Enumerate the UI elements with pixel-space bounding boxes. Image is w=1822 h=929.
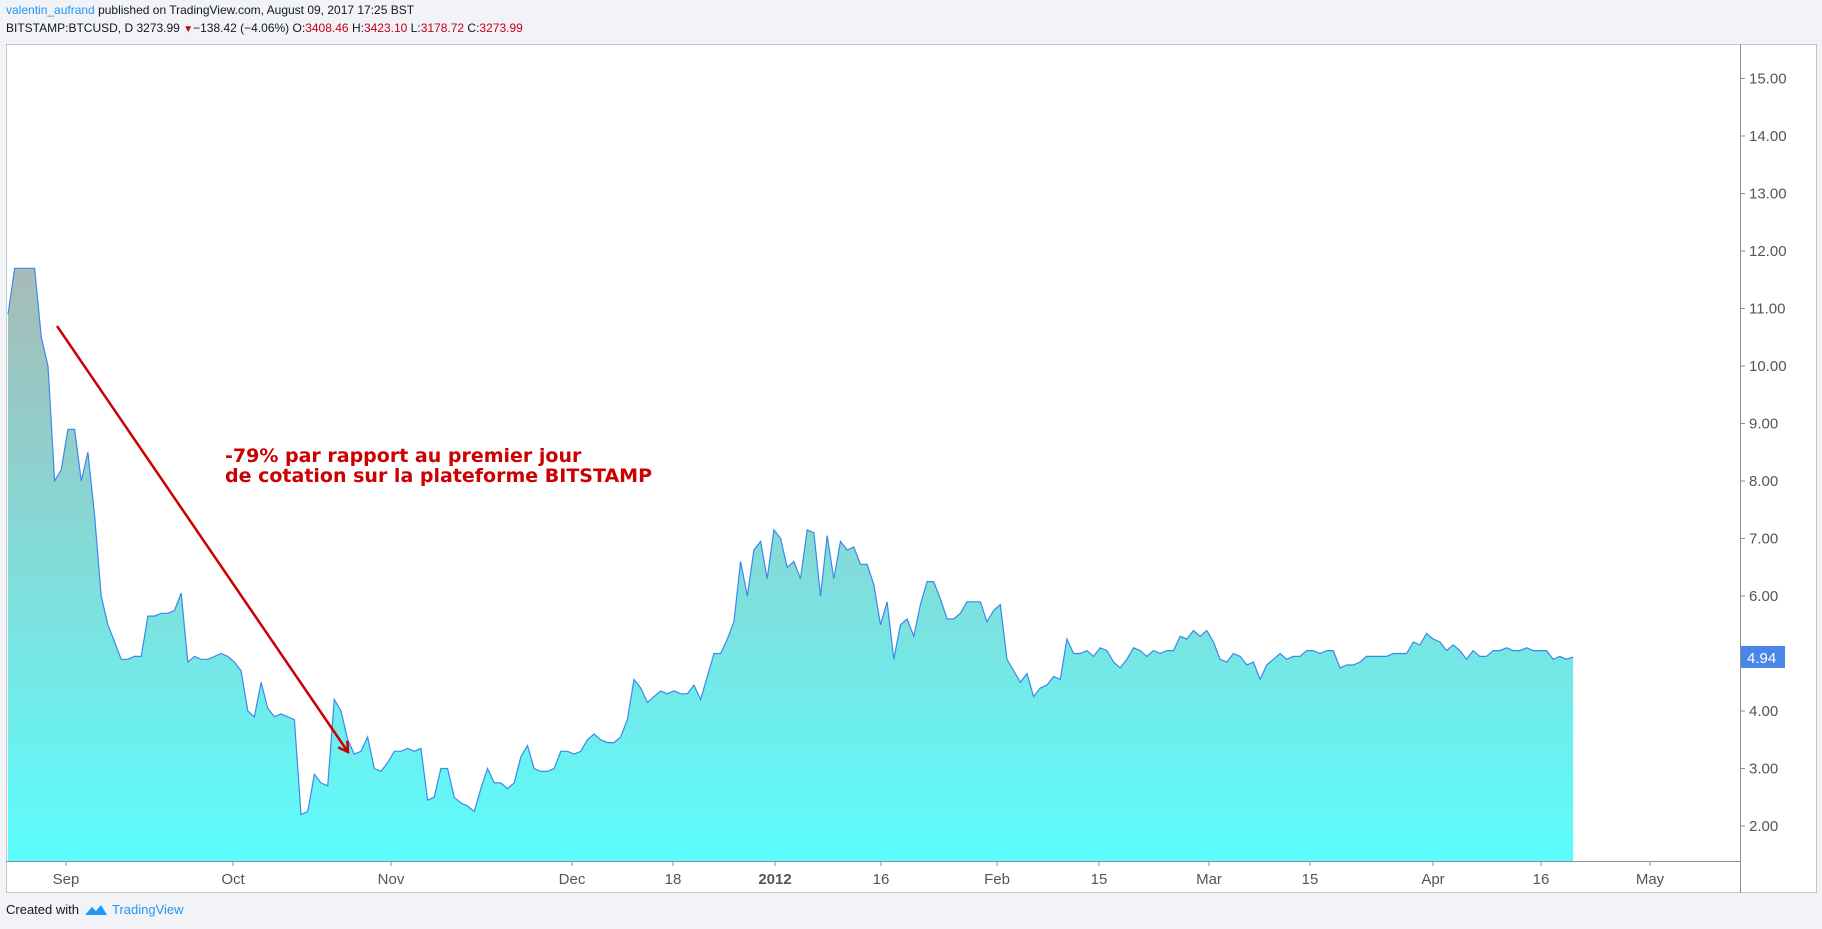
x-tick-label: Sep	[53, 871, 80, 888]
low-value: 3178.72	[420, 21, 465, 35]
price-chart[interactable]: 15.00 14.00 13.00 12.00 11.00 10.00 9.00 8.00 7.…	[6, 44, 1817, 893]
price-line	[7, 267, 1574, 816]
annotation-text: -79% par rapport au premier jour	[225, 445, 582, 467]
close-value: 3273.99	[479, 21, 523, 35]
y-tick-label: 8.00	[1749, 473, 1778, 490]
published-text: published on TradingView.com, August 09,…	[98, 3, 415, 17]
author-link[interactable]: valentin_aufrand	[6, 3, 95, 17]
y-tick-label: 13.00	[1749, 186, 1787, 203]
x-tick-label: Feb	[984, 871, 1010, 888]
publication-header: valentin_aufrand published on TradingVie…	[6, 2, 414, 19]
x-tick-label: Dec	[559, 871, 586, 888]
last-price-label: 4.94	[1747, 650, 1776, 667]
tradingview-brand-text: TradingView	[111, 902, 184, 917]
x-tick-label: 18	[665, 871, 682, 888]
y-tick-label: 7.00	[1749, 531, 1778, 548]
x-tick-label: Oct	[221, 871, 245, 888]
x-tick-label: 16	[873, 871, 890, 888]
y-tick-label: 4.00	[1749, 703, 1778, 720]
ticker-change: −138.42 (−4.06%)	[193, 21, 290, 35]
tradingview-link[interactable]: TradingView	[84, 902, 184, 917]
annotation-text: de cotation sur la plateforme BITSTAMP	[225, 465, 652, 487]
x-tick-label: 15	[1302, 871, 1319, 888]
open-label: O:	[292, 21, 306, 35]
ticker-symbol[interactable]: BITSTAMP:BTCUSD, D	[6, 21, 134, 35]
y-tick-label: 3.00	[1749, 761, 1778, 778]
ticker-line: BITSTAMP:BTCUSD, D 3273.99 ▼−138.42 (−4.…	[6, 20, 523, 38]
y-tick-label: 6.00	[1749, 588, 1778, 605]
y-tick-label: 14.00	[1749, 128, 1787, 145]
high-label: H:	[351, 21, 364, 35]
down-arrow-icon: ▼	[183, 24, 194, 35]
low-label: L:	[410, 21, 421, 35]
ticker-price: 3273.99	[136, 21, 180, 35]
y-tick-label: 15.00	[1749, 71, 1787, 88]
y-axis: 15.00 14.00 13.00 12.00 11.00 10.00 9.00 8.00 7.…	[1740, 44, 1787, 893]
y-tick-label: 11.00	[1749, 301, 1785, 318]
last-price-badge	[1741, 645, 1785, 668]
x-axis: Sep Oct Nov Dec 18 2012 16 Feb 15 Mar 15 Apr 16 May	[6, 861, 1740, 888]
created-with-text: Created with	[6, 902, 79, 917]
y-tick-label: 9.00	[1749, 416, 1778, 433]
x-tick-label: May	[1636, 871, 1665, 888]
x-tick-label: 2012	[758, 871, 791, 888]
footer: Created with TradingView	[6, 902, 184, 917]
x-tick-label: Apr	[1421, 871, 1444, 888]
x-tick-label: Mar	[1196, 871, 1222, 888]
tradingview-logo-icon	[84, 904, 107, 915]
y-tick-label: 2.00	[1749, 818, 1778, 835]
annotation-arrow	[55, 325, 348, 752]
y-tick-label: 12.00	[1749, 243, 1787, 260]
high-value: 3423.10	[363, 21, 408, 35]
x-tick-label: 16	[1533, 871, 1550, 888]
plot-area	[7, 267, 1574, 861]
y-tick-label: 10.00	[1749, 358, 1787, 375]
x-tick-label: Nov	[378, 871, 405, 888]
open-value: 3408.46	[305, 21, 349, 35]
close-label: C:	[467, 21, 480, 35]
x-tick-label: 15	[1091, 871, 1108, 888]
